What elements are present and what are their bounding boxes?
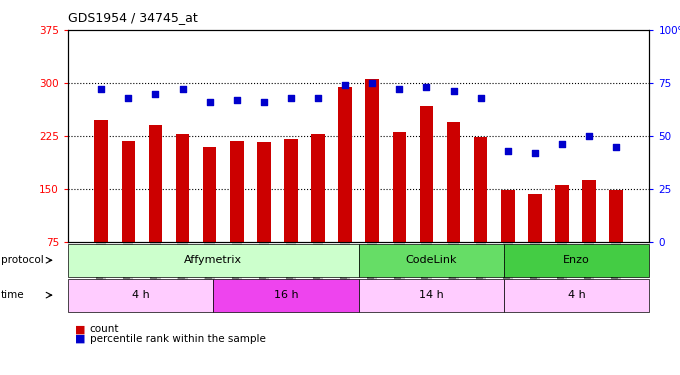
Point [448,88,459,94]
Point [340,82,351,88]
Bar [447,122,460,242]
Bar [474,136,488,242]
Text: Enzo: Enzo [563,255,590,265]
Bar [420,106,433,242]
Bar [528,194,542,242]
Text: protocol: protocol [1,255,44,265]
Bar [392,132,406,242]
Bar [149,125,163,242]
Point [556,141,567,147]
Text: time: time [1,290,24,300]
Bar [230,141,243,242]
Text: 4 h: 4 h [568,290,585,300]
Bar [257,142,271,242]
Text: count: count [90,324,119,334]
Bar [95,120,108,242]
Text: CodeLink: CodeLink [406,255,457,265]
Text: GDS1954 / 34745_at: GDS1954 / 34745_at [68,11,198,24]
Point [421,84,432,90]
Bar [339,87,352,242]
Point [177,86,188,92]
Point [258,99,269,105]
Text: ■: ■ [75,334,85,344]
Bar [203,147,216,242]
Text: 16 h: 16 h [274,290,299,300]
Point [150,91,161,97]
Bar [582,180,596,242]
Point [96,86,107,92]
Bar [555,185,568,242]
Bar [175,134,189,242]
Text: Affymetrix: Affymetrix [184,255,242,265]
Point [475,95,486,101]
Text: 14 h: 14 h [419,290,444,300]
Point [583,133,594,139]
Text: 4 h: 4 h [132,290,150,300]
Point [367,80,377,86]
Point [231,97,242,103]
Point [123,95,134,101]
Point [611,144,622,150]
Point [503,148,513,154]
Point [313,95,324,101]
Bar [501,190,515,242]
Bar [122,141,135,242]
Point [286,95,296,101]
Bar [311,134,325,242]
Text: percentile rank within the sample: percentile rank within the sample [90,334,266,344]
Bar [609,190,623,242]
Bar [365,80,379,242]
Bar [284,140,298,242]
Point [204,99,215,105]
Text: ■: ■ [75,324,85,334]
Point [530,150,541,156]
Point [394,86,405,92]
